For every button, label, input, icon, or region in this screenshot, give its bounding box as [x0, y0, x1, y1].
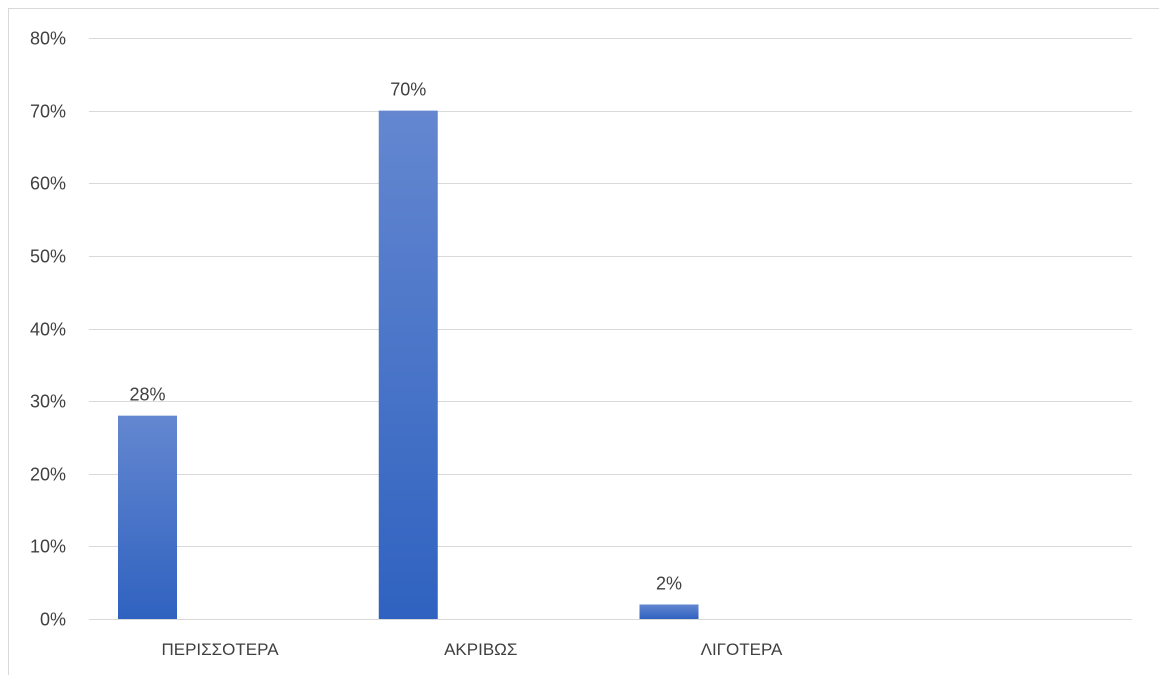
- x-category-label: ΠΕΡΙΣΣΟΤΕΡΑ: [161, 640, 279, 659]
- data-label: 70%: [390, 80, 426, 100]
- data-label: 2%: [656, 573, 682, 593]
- x-axis-category-labels: ΠΕΡΙΣΣΟΤΕΡΑ ΑΚΡΙΒΩΣ ΛΙΓΟΤΕΡΑ: [161, 640, 783, 659]
- y-tick-label: 70%: [30, 102, 66, 122]
- x-category-label: ΑΚΡΙΒΩΣ: [444, 640, 517, 659]
- x-category-label: ΛΙΓΟΤΕΡΑ: [701, 640, 783, 659]
- data-label: 28%: [129, 385, 165, 405]
- y-tick-label: 80%: [30, 29, 66, 49]
- y-tick-label: 20%: [30, 465, 66, 485]
- bars: [118, 111, 699, 619]
- y-tick-label: 0%: [40, 610, 66, 630]
- y-tick-label: 30%: [30, 392, 66, 412]
- y-axis-tick-labels: 0% 10% 20% 30% 40% 50% 60% 70% 80%: [30, 29, 66, 630]
- y-tick-label: 60%: [30, 174, 66, 194]
- bar: [379, 111, 438, 619]
- gridlines: [89, 39, 1132, 620]
- bar: [640, 604, 699, 619]
- y-tick-label: 50%: [30, 247, 66, 267]
- y-tick-label: 40%: [30, 320, 66, 340]
- y-tick-label: 10%: [30, 537, 66, 557]
- bar: [118, 416, 177, 619]
